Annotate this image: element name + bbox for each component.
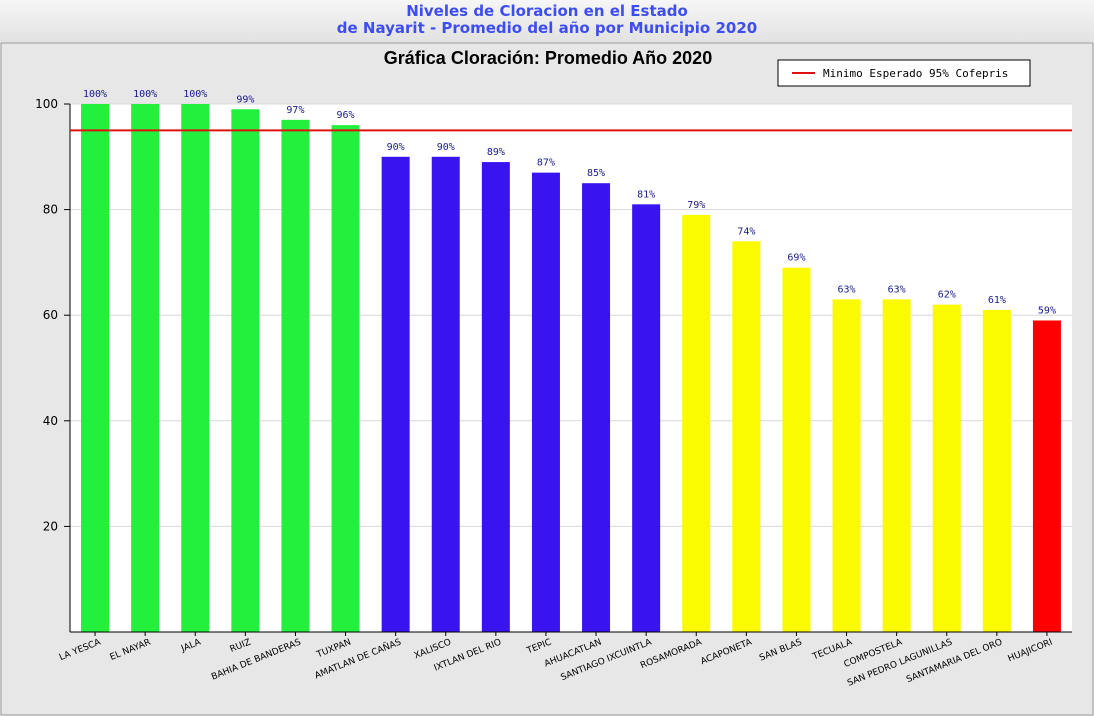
bar-value-label: 99% bbox=[236, 94, 254, 105]
y-tick-label: 100 bbox=[35, 97, 58, 111]
bar-san-blas bbox=[782, 267, 811, 632]
y-tick-label: 20 bbox=[43, 519, 58, 533]
bar-tecuala bbox=[832, 299, 861, 632]
chart-frame: 20 40 60 80 100 LA YESCA EL NAYAR JALA RUIZ BAHIA… bbox=[0, 42, 1094, 716]
bar-value-label: 81% bbox=[637, 189, 655, 200]
legend-label: Minimo Esperado 95% Cofepris bbox=[823, 67, 1008, 80]
bar-bahia-de-banderas bbox=[281, 119, 310, 633]
bar-value-label: 69% bbox=[787, 253, 805, 264]
bar-tuxpan bbox=[331, 125, 360, 633]
bar-tepic bbox=[531, 172, 560, 632]
bar-value-label: 97% bbox=[286, 105, 304, 116]
bar-value-label: 100% bbox=[183, 89, 207, 100]
y-tick-label: 60 bbox=[43, 308, 58, 322]
bar-value-label: 63% bbox=[838, 284, 856, 295]
page-header: Niveles de Cloracion en el Estado de Nay… bbox=[0, 0, 1094, 42]
bar-compostela bbox=[882, 299, 911, 632]
legend: Minimo Esperado 95% Cofepris bbox=[777, 59, 1031, 87]
bar-value-label: 79% bbox=[687, 200, 705, 211]
bar-value-label: 100% bbox=[83, 89, 107, 100]
bar-value-label: 63% bbox=[888, 284, 906, 295]
bar-ixtlan-del-rio bbox=[481, 162, 510, 632]
bar-santamaria-del-oro bbox=[982, 309, 1011, 632]
bar-jala bbox=[181, 104, 210, 632]
y-tick-label: 40 bbox=[43, 414, 58, 428]
bar-value-label: 96% bbox=[337, 110, 355, 121]
bar-xalisco bbox=[431, 156, 460, 633]
bar-san-pedro-lagunillas bbox=[932, 304, 961, 632]
bar-value-label: 100% bbox=[133, 89, 157, 100]
bar-acaponeta bbox=[732, 241, 761, 632]
bar-value-label: 59% bbox=[1038, 305, 1056, 316]
page-title-line1: Niveles de Cloracion en el Estado bbox=[406, 2, 688, 20]
bar-el-nayar bbox=[131, 104, 160, 632]
bar-santiago-ixcuintla bbox=[632, 204, 661, 632]
page-title-line2: de Nayarit - Promedio del año por Munici… bbox=[336, 19, 758, 37]
bar-ahuacatlan bbox=[582, 183, 611, 632]
bar-value-label: 61% bbox=[988, 295, 1006, 306]
bar-la-yesca bbox=[81, 104, 110, 632]
bar-value-label: 62% bbox=[938, 290, 956, 301]
y-tick-label: 80 bbox=[43, 203, 58, 217]
bar-value-label: 89% bbox=[487, 147, 505, 158]
bar-value-label: 90% bbox=[387, 142, 405, 153]
bar-ruiz bbox=[231, 109, 260, 632]
bar-huajicori bbox=[1032, 320, 1061, 632]
bar-value-label: 87% bbox=[537, 158, 555, 169]
bar-value-label: 85% bbox=[587, 168, 605, 179]
bar-rosamorada bbox=[682, 214, 711, 632]
chart-title: Gráfica Cloración: Promedio Año 2020 bbox=[384, 48, 712, 68]
bar-value-label: 90% bbox=[437, 142, 455, 153]
bar-value-label: 74% bbox=[737, 226, 755, 237]
bar-amatlan-de-ca-as bbox=[381, 156, 410, 633]
